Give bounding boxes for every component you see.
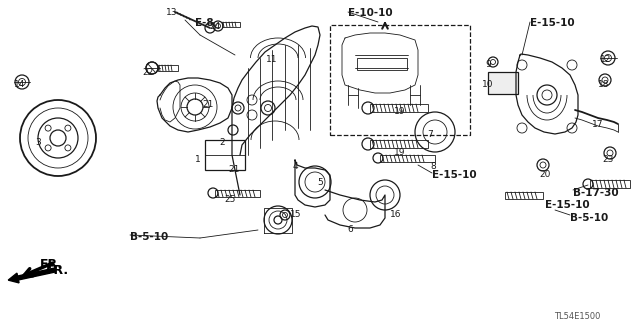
Text: E-10-10: E-10-10 <box>348 8 392 18</box>
Bar <box>215 190 260 197</box>
Text: 15: 15 <box>291 210 301 219</box>
Text: E-15-10: E-15-10 <box>530 18 575 28</box>
Text: 12: 12 <box>600 55 612 64</box>
Bar <box>205 140 245 170</box>
Text: 7: 7 <box>427 130 433 139</box>
Text: 4: 4 <box>292 162 298 171</box>
Text: 5: 5 <box>317 178 323 187</box>
Text: B-5-10: B-5-10 <box>570 213 608 223</box>
Text: 18: 18 <box>598 80 610 89</box>
Bar <box>505 192 543 199</box>
Text: 2: 2 <box>219 138 225 147</box>
Bar <box>222 22 240 27</box>
Text: 3: 3 <box>35 138 41 147</box>
Text: 22: 22 <box>142 68 154 77</box>
Text: 25: 25 <box>224 195 236 204</box>
Text: E-15-10: E-15-10 <box>432 170 477 180</box>
Text: 16: 16 <box>390 210 402 219</box>
Text: 24: 24 <box>209 22 221 31</box>
FancyArrow shape <box>8 268 56 283</box>
Bar <box>590 180 630 188</box>
Text: 17: 17 <box>592 120 604 129</box>
Bar <box>370 140 428 148</box>
Text: 21: 21 <box>228 165 240 174</box>
Text: 10: 10 <box>483 80 493 89</box>
Text: 13: 13 <box>166 8 178 17</box>
Text: 21: 21 <box>202 100 214 109</box>
Text: 20: 20 <box>540 170 550 179</box>
Text: B-5-10: B-5-10 <box>130 232 168 242</box>
Bar <box>380 155 435 162</box>
Bar <box>158 65 178 71</box>
Text: 19: 19 <box>394 107 406 116</box>
Text: 1: 1 <box>195 155 201 164</box>
Text: FR.: FR. <box>46 264 69 277</box>
Text: 23: 23 <box>602 155 614 164</box>
Text: 6: 6 <box>347 225 353 234</box>
Text: FR.: FR. <box>40 258 63 271</box>
Bar <box>357 58 407 70</box>
Text: E-15-10: E-15-10 <box>545 200 589 210</box>
Text: 11: 11 <box>266 55 278 64</box>
Text: 9: 9 <box>485 60 491 69</box>
Text: B-17-30: B-17-30 <box>573 188 619 198</box>
Text: 14: 14 <box>14 80 26 89</box>
Text: 8: 8 <box>430 162 436 171</box>
Text: E-8: E-8 <box>195 18 214 28</box>
Text: TL54E1500: TL54E1500 <box>554 312 600 319</box>
Bar <box>488 72 518 94</box>
Text: 19: 19 <box>394 148 406 157</box>
Bar <box>370 104 428 112</box>
Bar <box>330 25 470 135</box>
